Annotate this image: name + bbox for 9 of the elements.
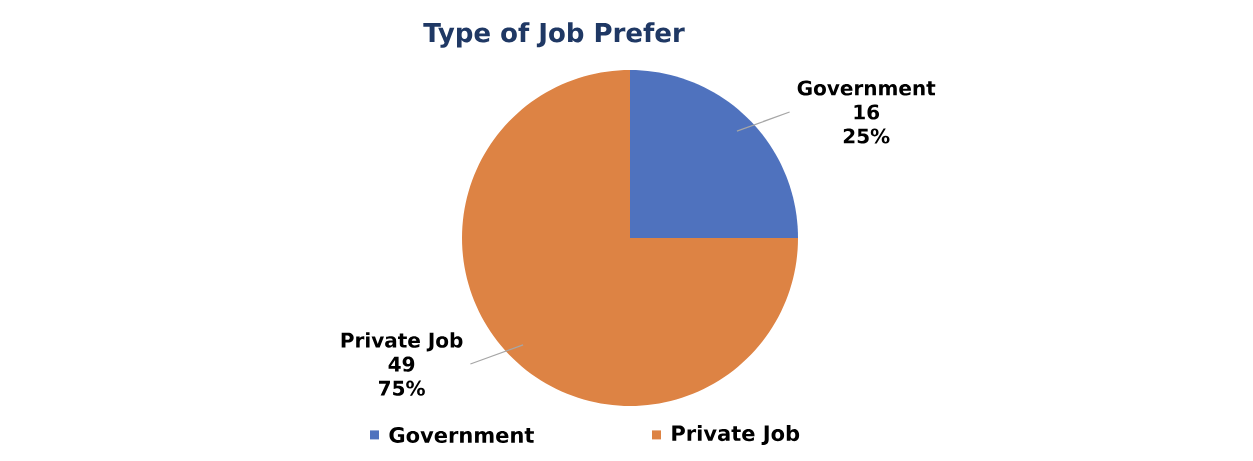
legend-label: Government (389, 427, 534, 443)
legend-label: Private Job (672, 424, 800, 446)
chart-title: Type of Job Prefer (423, 22, 685, 48)
text: 16 (854, 104, 880, 120)
text: 49 (388, 356, 415, 372)
slice-label: Government (797, 80, 936, 96)
slice-label: Private Job (341, 332, 463, 352)
data-label: 25% (843, 128, 890, 144)
data-label: 75% (379, 380, 425, 396)
